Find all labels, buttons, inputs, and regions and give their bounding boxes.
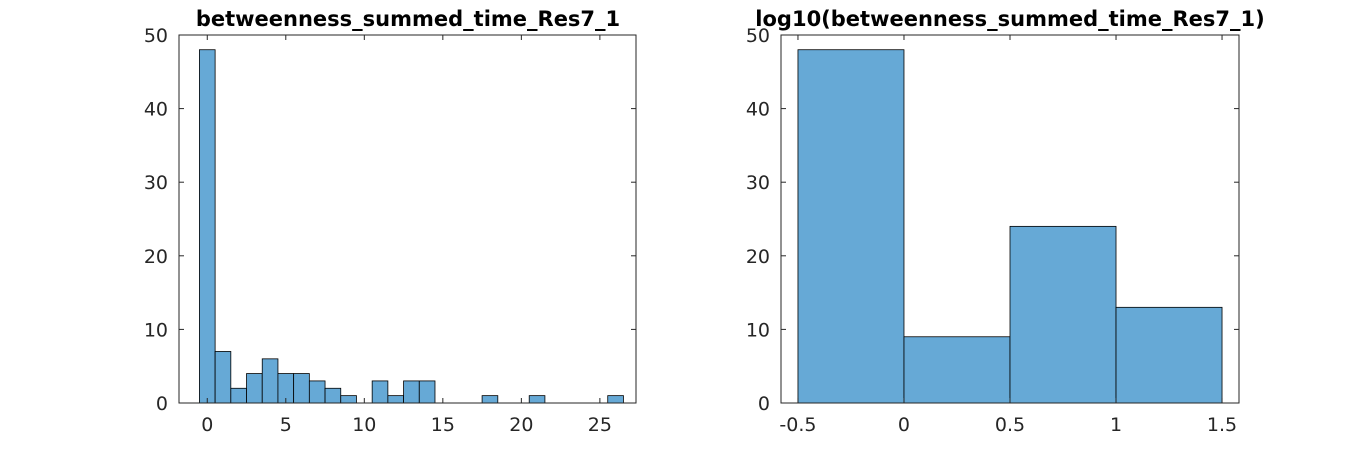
y-tick-label: 0: [758, 393, 770, 415]
chart-title: log10(betweenness_summed_time_Res7_1): [755, 7, 1264, 31]
histogram-bar: [403, 380, 420, 404]
x-tick-label: -0.5: [779, 414, 816, 436]
x-tick-label: 15: [431, 414, 455, 436]
bars-group: [797, 49, 1223, 404]
histogram-bar: [418, 380, 436, 404]
histogram-bar: [387, 395, 404, 404]
chart-title: betweenness_summed_time_Res7_1: [196, 7, 620, 31]
axes-box: [780, 34, 1240, 404]
y-tick-label: 50: [746, 25, 770, 47]
y-tick-label: 30: [144, 172, 168, 194]
histogram-bar: [528, 395, 546, 404]
axes-box: [178, 34, 637, 404]
ticks-group: -0.5 0 0.5 1 1.5 0 10 20 30 40 50: [746, 25, 1239, 436]
y-tick-label: 50: [144, 25, 168, 47]
y-tick-label: 40: [746, 99, 770, 121]
y-tick-label: 10: [746, 319, 770, 341]
histogram-panel-raw: betweenness_summed_time_Res7_1 0 5 10 15 20 2…: [144, 7, 637, 436]
histogram-bar: [308, 380, 326, 404]
histogram-bar: [324, 387, 342, 404]
histogram-bar: [230, 387, 247, 404]
histogram-bar: [797, 49, 905, 404]
y-tick-label: 30: [746, 172, 770, 194]
histogram-bar: [1009, 225, 1117, 404]
histogram-bar: [340, 395, 357, 404]
histogram-bar: [261, 358, 279, 404]
x-tick-label: 25: [588, 414, 612, 436]
y-tick-label: 0: [156, 393, 168, 415]
x-tick-label: 0: [898, 414, 910, 436]
histogram-bar: [214, 351, 232, 404]
x-tick-label: 1: [1110, 414, 1122, 436]
ticks-group: 0 5 10 15 20 25 0 10 20 30 40 50: [144, 25, 636, 436]
histogram-bar: [371, 380, 389, 404]
histogram-bar: [199, 49, 216, 404]
histogram-bar: [246, 373, 263, 404]
y-tick-label: 20: [746, 246, 770, 268]
x-tick-label: 20: [509, 414, 533, 436]
histogram-bar: [293, 373, 310, 404]
histogram-panel-log10: log10(betweenness_summed_time_Res7_1) -0…: [746, 7, 1265, 436]
y-tick-label: 40: [144, 99, 168, 121]
histogram-bar: [481, 395, 499, 404]
histogram-bar: [1115, 306, 1223, 404]
bars-group: [199, 49, 624, 404]
x-tick-label: 0.5: [995, 414, 1025, 436]
x-tick-label: 1.5: [1207, 414, 1237, 436]
y-tick-label: 10: [144, 319, 168, 341]
histogram-bar: [903, 336, 1011, 404]
histogram-bar: [607, 395, 624, 404]
x-tick-label: 0: [201, 414, 213, 436]
x-tick-label: 5: [280, 414, 292, 436]
y-tick-label: 20: [144, 246, 168, 268]
x-tick-label: 10: [352, 414, 376, 436]
